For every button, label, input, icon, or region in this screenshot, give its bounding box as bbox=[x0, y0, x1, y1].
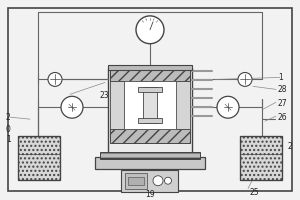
Bar bbox=[138, 118, 162, 123]
Bar bbox=[108, 68, 192, 157]
Circle shape bbox=[217, 96, 239, 118]
Text: 23: 23 bbox=[100, 91, 110, 100]
Bar bbox=[18, 136, 60, 180]
Circle shape bbox=[238, 72, 252, 86]
Bar bbox=[100, 152, 200, 159]
Bar bbox=[125, 173, 147, 189]
Bar bbox=[110, 81, 124, 129]
Bar bbox=[143, 87, 157, 123]
Circle shape bbox=[153, 176, 163, 186]
Bar bbox=[110, 68, 190, 81]
Bar bbox=[108, 65, 192, 70]
Text: 27: 27 bbox=[278, 99, 288, 108]
Bar bbox=[110, 129, 190, 143]
Bar bbox=[95, 157, 205, 169]
Bar bbox=[240, 136, 282, 180]
Text: 1: 1 bbox=[278, 73, 283, 82]
Circle shape bbox=[61, 96, 83, 118]
Text: 2: 2 bbox=[288, 142, 293, 151]
Circle shape bbox=[164, 177, 172, 184]
Text: 2: 2 bbox=[6, 113, 11, 122]
Text: 26: 26 bbox=[278, 113, 288, 122]
Bar bbox=[138, 87, 162, 92]
Text: 19: 19 bbox=[145, 190, 155, 199]
Text: 25: 25 bbox=[250, 188, 260, 197]
Bar bbox=[240, 136, 282, 180]
Circle shape bbox=[48, 72, 62, 86]
Bar bbox=[121, 170, 178, 192]
Bar bbox=[18, 136, 60, 180]
Bar bbox=[176, 81, 190, 129]
Bar bbox=[124, 81, 176, 129]
Circle shape bbox=[136, 16, 164, 44]
Bar bbox=[128, 177, 144, 185]
Text: 28: 28 bbox=[278, 85, 287, 94]
Text: 1: 1 bbox=[6, 135, 11, 144]
Text: 0: 0 bbox=[6, 125, 11, 134]
